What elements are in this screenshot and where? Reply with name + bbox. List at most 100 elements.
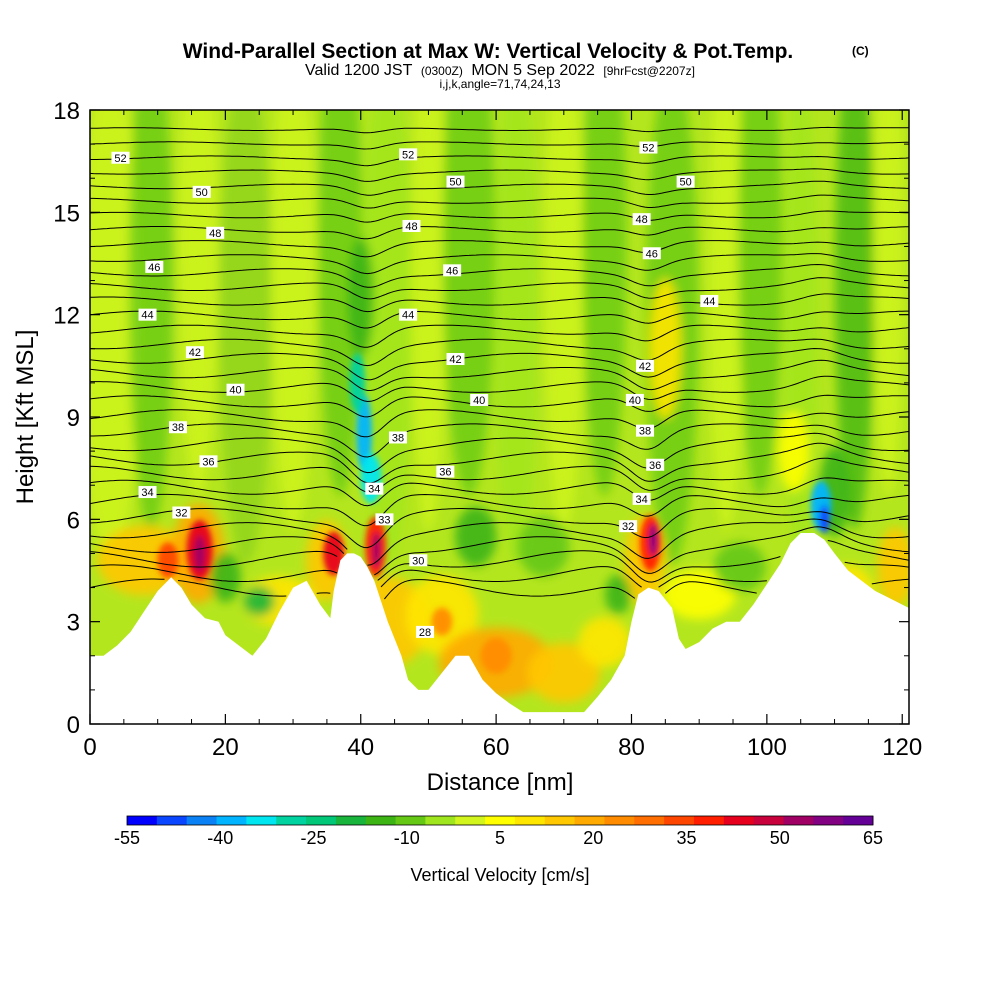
velocity-core — [480, 637, 512, 674]
colorbar-swatch — [455, 816, 486, 825]
contour-label-text: 34 — [636, 494, 648, 506]
contour-label: 44 — [399, 308, 418, 322]
contour-label-text: 46 — [148, 262, 160, 274]
contour-label-box — [700, 295, 719, 308]
plot-area: 52 50 48 46 44 42 40 38 36 34 32 52 50 48 46 44 42 40 38 36… — [90, 110, 909, 724]
isentrope — [90, 457, 909, 493]
contour-label: 38 — [168, 421, 187, 434]
contour-label-text: 44 — [703, 296, 715, 308]
contour-label-box — [365, 482, 384, 495]
contour-label: 38 — [388, 431, 407, 444]
velocity-core — [157, 542, 179, 579]
contour-label-text: 50 — [196, 187, 208, 199]
contour-label-text: 48 — [636, 214, 648, 226]
contour-label-text: 32 — [622, 521, 634, 533]
velocity-core — [360, 453, 382, 504]
contour-label: 48 — [402, 219, 421, 233]
contour-label-text: 48 — [405, 221, 417, 233]
x-axis-label: Distance [nm] — [427, 769, 574, 796]
contour-label-text: 42 — [189, 347, 201, 359]
contour-label-text: 38 — [639, 426, 651, 438]
colorbar-swatch — [127, 816, 158, 825]
colorbar-swatch — [783, 816, 814, 825]
isentrope — [90, 518, 909, 566]
contour-label-text: 40 — [629, 395, 641, 407]
colorbar-swatch — [544, 816, 576, 825]
colorbar-tick-label: -25 — [300, 828, 326, 848]
contour-label-box — [625, 393, 644, 406]
contour-label: 44 — [700, 295, 719, 308]
contour-label-box — [619, 520, 638, 533]
colorbar-tick-labels: -55 -40 -25 -10 5 20 35 50 65 — [114, 828, 883, 848]
y-tick-label: 9 — [67, 405, 80, 432]
colorbar-swatch — [723, 816, 755, 825]
colorbar-tick-label: -40 — [207, 828, 233, 848]
contour-label-text: 38 — [172, 422, 184, 434]
isentrope — [90, 168, 909, 182]
isentrope — [90, 561, 909, 588]
contour-label-box — [138, 308, 157, 321]
velocity-band — [410, 110, 447, 531]
contour-label-box — [636, 424, 655, 437]
contour-label-box — [446, 353, 465, 366]
contour-label-box — [409, 554, 428, 567]
contour-label-text: 40 — [473, 395, 485, 407]
contour-label-box — [416, 625, 435, 638]
contour-label-text: 36 — [439, 467, 451, 479]
y-tick-label: 15 — [53, 200, 80, 227]
colorbar-swatch — [843, 816, 874, 825]
x-tick-label: 40 — [347, 734, 374, 761]
isentrope — [90, 253, 909, 275]
velocity-band — [494, 110, 539, 565]
velocity-band — [361, 110, 415, 565]
contour-label-text: 34 — [141, 487, 153, 499]
colorbar-tick-label: 35 — [676, 828, 696, 848]
isentrope — [90, 347, 909, 381]
isentrope — [90, 409, 909, 438]
subtitle-valid: Valid 1200 JST — [305, 62, 413, 79]
contour-label-text: 52 — [642, 143, 654, 155]
contour-label: 30 — [409, 554, 428, 567]
y-axis-label: Height [Kft MSL] — [12, 330, 39, 505]
chart-subtitle-indices: i,j,k,angle=71,74,24,13 — [439, 77, 560, 91]
isentrope — [90, 526, 909, 576]
contour-label: 42 — [185, 346, 204, 359]
contour-label-text: 50 — [449, 177, 461, 189]
y-tick-label: 3 — [67, 610, 80, 637]
contour-label-box — [185, 346, 204, 359]
contour-label-box — [145, 260, 164, 273]
velocity-patch — [877, 527, 909, 608]
contour-label-text: 50 — [680, 177, 692, 189]
contour-label: 32 — [172, 506, 191, 520]
isentrope — [90, 338, 909, 367]
colorbar-swatch — [246, 816, 277, 825]
colorbar-swatch — [604, 816, 635, 825]
contour-label-box — [443, 264, 462, 277]
contour-label-text: 44 — [141, 310, 153, 322]
velocity-patch — [527, 642, 601, 703]
velocity-patch — [649, 278, 681, 419]
colorbar-swatch — [216, 816, 247, 825]
contour-label-text: 46 — [646, 248, 658, 260]
isentrope — [90, 263, 909, 288]
contour-label-text: 28 — [419, 627, 431, 639]
velocity-core — [372, 532, 381, 569]
contour-label-box — [111, 151, 130, 164]
velocity-band — [219, 110, 273, 565]
contour-label: 28 — [416, 625, 435, 639]
subtitle-date: MON 5 Sep 2022 — [471, 62, 595, 79]
contour-label-box — [375, 513, 394, 526]
contour-label-text: 42 — [449, 354, 461, 366]
contour-label: 34 — [632, 492, 651, 506]
contour-label-box — [639, 141, 658, 154]
contour-label-text: 44 — [402, 310, 414, 322]
contour-label: 48 — [632, 213, 651, 226]
isentrope — [90, 155, 909, 167]
velocity-patch — [517, 516, 570, 577]
isentrope — [90, 432, 909, 474]
contour-label-text: 40 — [229, 385, 241, 397]
chart-title: Wind-Parallel Section at Max W: Vertical… — [183, 40, 794, 63]
contour-label-box — [399, 148, 418, 161]
contour-label-box — [676, 175, 695, 188]
velocity-core — [356, 394, 372, 475]
